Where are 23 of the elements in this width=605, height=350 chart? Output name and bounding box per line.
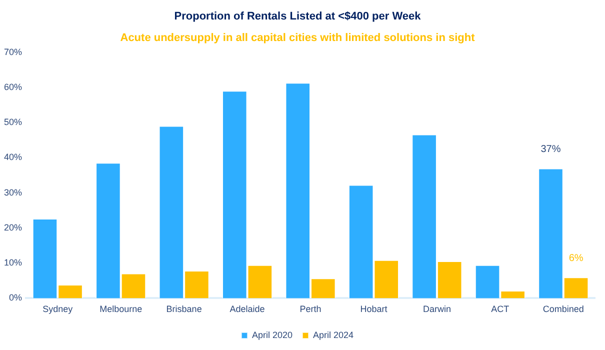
chart-title: Proportion of Rentals Listed at <$400 per Week	[174, 10, 422, 23]
x-tick-label: Perth	[300, 304, 322, 314]
y-tick-label: 70%	[4, 46, 22, 57]
chart-subtitle: Acute undersupply in all capital cities with limited solutions in sight	[120, 32, 476, 44]
x-tick-label: Sydney	[42, 304, 74, 314]
y-tick-label: 10%	[4, 258, 22, 268]
data-label: 37%	[540, 144, 561, 156]
x-tick-label: Brisbane	[166, 304, 202, 314]
x-tick-label: Melbourne	[100, 304, 142, 314]
y-tick-label: 30%	[4, 187, 22, 198]
y-tick-label: 60%	[4, 82, 22, 92]
x-tick-label: Adelaide	[230, 304, 265, 314]
y-tick-label: 20%	[4, 222, 22, 232]
data-label: 6%	[568, 252, 584, 264]
y-tick-label: 40%	[4, 152, 22, 162]
y-tick-label: 0%	[9, 292, 22, 303]
legend-label: April 2020	[252, 330, 293, 340]
x-tick-label: Combined	[542, 304, 584, 314]
x-tick-label: ACT	[491, 304, 510, 314]
x-tick-label: Darwin	[422, 304, 451, 314]
legend-label: April 2024	[313, 330, 354, 340]
y-tick-label: 50%	[4, 117, 22, 128]
x-tick-label: Hobart	[360, 304, 388, 314]
